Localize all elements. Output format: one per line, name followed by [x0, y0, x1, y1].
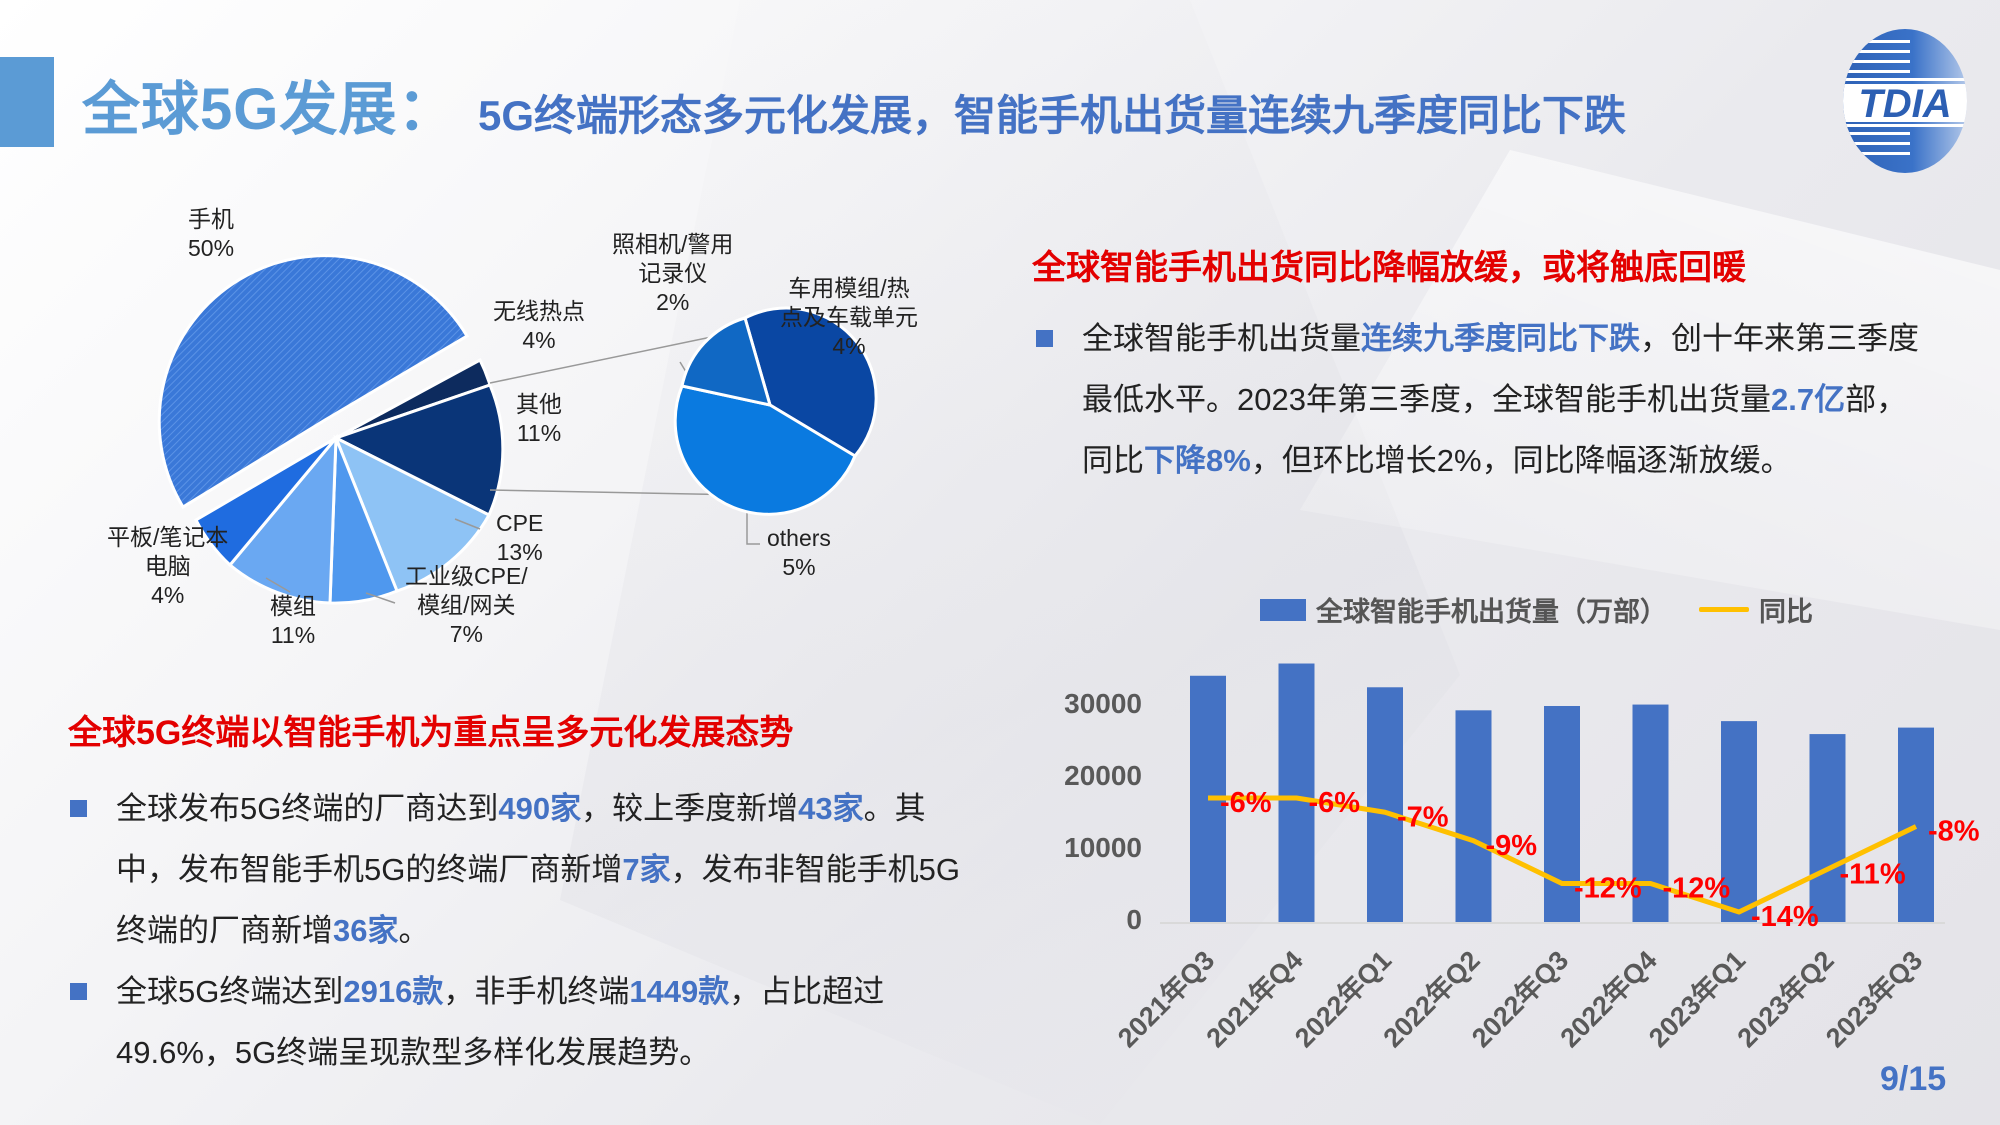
- body-text: 全球5G终端达到: [116, 974, 344, 1009]
- terminal-type-pie-chart: 手机 50% 无线热点 4% 其他 11% CPE 13% 工业级CPE/ 模组…: [0, 180, 1000, 680]
- y-tick-label: 20000: [1064, 760, 1142, 791]
- x-tick-label: 2023年Q1: [1642, 944, 1751, 1053]
- y-tick-label: 30000: [1064, 688, 1142, 719]
- smartphone-shipments-chart: 全球智能手机出货量（万部） 同比 0 10000 20000 30000 2021年Q…: [1020, 580, 1980, 1120]
- pie-slice-cpe: [333, 434, 492, 593]
- legend-line-label: 同比: [1759, 597, 1813, 627]
- highlight-text: 490家: [498, 791, 582, 826]
- right-bullet-list: 全球智能手机出货量连续九季度同比下跌，创十年来第三季度最低水平。2023年第三季…: [1036, 308, 1936, 491]
- page-title: 全球5G发展：: [82, 77, 457, 142]
- body-text: 。其中，发布智能手机5G的终端厂商新增: [116, 791, 926, 887]
- x-tick-label: 2022年Q3: [1465, 944, 1574, 1053]
- left-bullet-list: 全球发布5G终端的厂商达到490家，较上季度新增43家。其中，发布智能手机5G的…: [70, 778, 980, 1083]
- x-tick-label: 2022年Q4: [1554, 944, 1663, 1053]
- sub-pie-slice-others: [673, 384, 857, 516]
- x-tick-label: 2022年Q2: [1377, 944, 1486, 1053]
- yoy-data-label: -12%: [1574, 873, 1642, 905]
- sub-pie-label-camera: 照相机/警用 记录仪 2%: [612, 231, 734, 315]
- x-tick-label: 2021年Q4: [1200, 944, 1309, 1053]
- y-tick-label: 0: [1126, 904, 1142, 935]
- y-tick-label: 10000: [1064, 832, 1142, 863]
- yoy-data-label: -11%: [1840, 858, 1906, 890]
- bar: [1898, 727, 1934, 922]
- highlight-text: 2.7亿: [1770, 382, 1846, 417]
- legend-line-swatch: [1699, 607, 1749, 612]
- x-tick-label: 2022年Q1: [1288, 944, 1397, 1053]
- page-subtitle: 5G终端形态多元化发展，智能手机出货量连续九季度同比下跌: [478, 92, 1627, 139]
- page-number: 9/15: [1880, 1060, 1947, 1098]
- pie-label-hotspot: 无线热点 4%: [493, 298, 585, 353]
- yoy-data-label: -9%: [1486, 830, 1538, 862]
- sub-pie-label-others: others 5%: [767, 525, 831, 580]
- right-section-heading: 全球智能手机出货同比降幅放缓，或将触底回暖: [1032, 249, 1746, 287]
- svg-text:TDIA: TDIA: [1858, 82, 1951, 126]
- highlight-text: 1449款: [629, 974, 730, 1009]
- body-text: ，但环比增长2%，同比降幅逐渐放缓。: [1250, 443, 1792, 478]
- highlight-text: 2916款: [343, 974, 444, 1009]
- highlight-text: 43家: [798, 791, 864, 826]
- body-text: ，较上季度新增: [581, 791, 799, 826]
- pie-slice-tablet: [194, 436, 338, 568]
- x-tick-label: 2023年Q3: [1819, 944, 1928, 1053]
- chart-legend: 全球智能手机出货量（万部） 同比: [1260, 590, 1813, 629]
- bar: [1809, 734, 1846, 922]
- highlight-text: 36家: [333, 913, 399, 948]
- legend-bar-label: 全球智能手机出货量（万部）: [1316, 597, 1667, 627]
- left-section-heading: 全球5G终端以智能手机为重点呈多元化发展态势: [68, 714, 794, 752]
- pie-label-tablet: 平板/笔记本 电脑 4%: [107, 524, 229, 608]
- pie-label-other: 其他 11%: [516, 391, 562, 446]
- bar: [1278, 663, 1315, 922]
- yoy-line: [1208, 795, 1918, 915]
- left-bullet-1: 全球发布5G终端的厂商达到490家，较上季度新增43家。其中，发布智能手机5G的…: [70, 778, 980, 961]
- pie-label-module: 模组 11%: [270, 593, 316, 648]
- pie-slice-phone: [157, 254, 470, 510]
- body-text: ，发布非智能手机5G终端的厂商新增: [116, 852, 960, 948]
- sub-pie-slice-vehicle: [743, 306, 878, 458]
- yoy-data-label: -7%: [1397, 801, 1449, 833]
- x-tick-label: 2021年Q3: [1111, 944, 1220, 1053]
- right-bullet-1: 全球智能手机出货量连续九季度同比下跌，创十年来第三季度最低水平。2023年第三季…: [1036, 308, 1936, 491]
- highlight-text: 下降8%: [1144, 443, 1251, 478]
- bar: [1367, 687, 1403, 922]
- legend-bar-swatch: [1260, 598, 1306, 621]
- body-text: ，占比超过49.6%，5G终端呈现款型多样化发展趋势。: [116, 974, 885, 1070]
- yoy-data-label: -12%: [1663, 873, 1731, 905]
- tdia-logo: TDIA: [1830, 26, 1980, 176]
- sub-pie-slice-camera: [680, 316, 773, 407]
- highlight-text: 连续九季度同比下跌: [1361, 321, 1640, 356]
- body-text: ，创十年来第三季度最低水平。2023年第三季度，全球智能手机出货量: [1082, 321, 1919, 417]
- yoy-data-label: -8%: [1928, 816, 1980, 848]
- yoy-data-label: -6%: [1220, 787, 1272, 819]
- title-accent-bar: [0, 57, 54, 147]
- pie-label-phone: 手机 50%: [188, 206, 235, 261]
- chart-plot: 2021年Q32021年Q42022年Q12022年Q22022年Q32022年…: [1111, 663, 1980, 1053]
- body-text: 全球发布5G终端的厂商达到: [116, 791, 499, 826]
- x-tick-label: 2023年Q2: [1731, 944, 1840, 1053]
- pie-label-cpe: CPE 13%: [496, 510, 544, 565]
- body-text: 部，同比: [1082, 382, 1908, 478]
- pie-slice-other: [332, 383, 505, 518]
- sub-pie-label-vehicle: 车用模组/热 点及车载单元 4%: [780, 275, 918, 359]
- left-bullet-2: 全球5G终端达到2916款，非手机终端1449款，占比超过49.6%，5G终端呈…: [70, 961, 980, 1083]
- highlight-text: 7家: [622, 852, 671, 887]
- pie-slice-module: [227, 433, 338, 605]
- pie-label-industrial-cpe: 工业级CPE/ 模组/网关 7%: [405, 563, 528, 647]
- body-text: ，非手机终端: [443, 974, 630, 1009]
- yoy-data-label: -14%: [1751, 901, 1819, 933]
- bar: [1455, 710, 1492, 922]
- body-text: 。: [398, 913, 430, 948]
- yoy-data-label: -6%: [1309, 787, 1361, 819]
- body-text: 全球智能手机出货量: [1082, 321, 1361, 356]
- bar: [1721, 721, 1757, 922]
